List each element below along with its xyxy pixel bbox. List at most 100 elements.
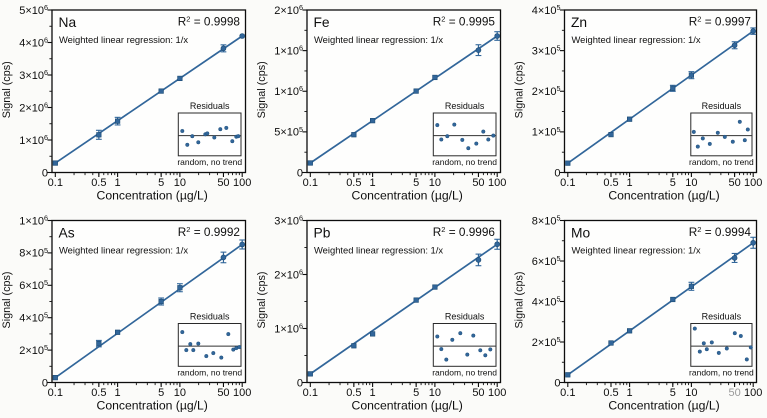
svg-text:10: 10 — [685, 387, 697, 399]
svg-text:Zn: Zn — [571, 15, 587, 30]
svg-text:R2 = 0.9992: R2 = 0.9992 — [178, 225, 240, 239]
svg-text:6×105: 6×105 — [532, 254, 561, 268]
svg-text:Mo: Mo — [571, 226, 590, 241]
svg-text:1: 1 — [115, 387, 121, 399]
svg-text:100: 100 — [488, 177, 506, 189]
svg-text:50: 50 — [472, 387, 484, 399]
svg-text:2×106: 2×106 — [274, 3, 303, 17]
svg-text:R2 = 0.9996: R2 = 0.9996 — [433, 225, 496, 239]
svg-text:Weighted linear regression: 1/: Weighted linear regression: 1/x — [59, 244, 188, 255]
svg-text:Signal (cps): Signal (cps) — [1, 61, 13, 118]
svg-text:0.5: 0.5 — [603, 387, 618, 399]
svg-text:1: 1 — [627, 177, 633, 189]
svg-text:6×105: 6×105 — [19, 278, 48, 292]
svg-text:Residuals: Residuals — [702, 312, 742, 322]
svg-text:0: 0 — [42, 167, 48, 179]
svg-text:100: 100 — [744, 177, 762, 189]
svg-text:4×105: 4×105 — [532, 294, 561, 308]
svg-text:1×105: 1×105 — [532, 125, 561, 139]
svg-text:Na: Na — [59, 15, 77, 30]
svg-text:5: 5 — [158, 177, 164, 189]
svg-text:Residuals: Residuals — [190, 312, 230, 322]
svg-text:10: 10 — [429, 387, 441, 399]
svg-text:Signal (cps): Signal (cps) — [514, 271, 526, 328]
svg-text:50: 50 — [217, 387, 229, 399]
svg-text:random, no trend: random, no trend — [689, 368, 754, 378]
svg-text:50: 50 — [728, 387, 740, 399]
svg-text:2×106: 2×106 — [19, 100, 48, 114]
svg-text:5: 5 — [670, 177, 676, 189]
svg-text:R2 = 0.9998: R2 = 0.9998 — [178, 15, 241, 29]
svg-text:Residuals: Residuals — [445, 101, 485, 111]
svg-text:Weighted linear regression: 1/: Weighted linear regression: 1/x — [314, 34, 443, 45]
svg-text:R2 = 0.9997: R2 = 0.9997 — [689, 15, 751, 29]
svg-text:2×105: 2×105 — [532, 335, 561, 349]
svg-text:Residuals: Residuals — [702, 101, 742, 111]
svg-text:5: 5 — [413, 387, 419, 399]
svg-text:8×105: 8×105 — [19, 246, 48, 260]
svg-text:4×105: 4×105 — [532, 3, 561, 17]
svg-text:Weighted linear regression: 1/: Weighted linear regression: 1/x — [572, 34, 701, 45]
svg-text:random, no trend: random, no trend — [177, 157, 242, 167]
svg-text:5: 5 — [670, 387, 676, 399]
svg-text:1: 1 — [627, 387, 633, 399]
svg-text:0.5: 0.5 — [91, 177, 106, 189]
svg-text:0: 0 — [297, 377, 303, 389]
svg-text:0.5: 0.5 — [91, 387, 106, 399]
svg-text:50: 50 — [217, 177, 229, 189]
svg-text:100: 100 — [488, 387, 506, 399]
svg-text:random, no trend: random, no trend — [432, 157, 497, 167]
svg-text:1×106: 1×106 — [19, 213, 48, 227]
svg-text:0.1: 0.1 — [303, 387, 318, 399]
svg-text:Pb: Pb — [314, 226, 331, 241]
svg-text:R2 = 0.9995: R2 = 0.9995 — [433, 15, 496, 29]
svg-text:5×105: 5×105 — [274, 125, 303, 139]
svg-text:Weighted linear regression: 1/: Weighted linear regression: 1/x — [572, 244, 701, 255]
svg-text:2×105: 2×105 — [19, 343, 48, 357]
svg-text:Fe: Fe — [314, 15, 330, 30]
svg-text:0: 0 — [554, 167, 560, 179]
svg-text:1×106: 1×106 — [274, 44, 303, 58]
svg-text:1×106: 1×106 — [19, 133, 48, 147]
svg-text:1: 1 — [370, 177, 376, 189]
svg-text:2×105: 2×105 — [532, 84, 561, 98]
svg-text:10: 10 — [429, 177, 441, 189]
svg-text:100: 100 — [233, 387, 251, 399]
svg-text:Signal (cps): Signal (cps) — [256, 61, 268, 118]
svg-text:0.5: 0.5 — [346, 387, 361, 399]
svg-text:0.5: 0.5 — [603, 177, 618, 189]
svg-text:Concentration (µg/L): Concentration (µg/L) — [97, 399, 208, 413]
svg-text:As: As — [59, 226, 75, 241]
svg-text:Signal (cps): Signal (cps) — [256, 271, 268, 328]
svg-text:Weighted linear regression: 1/: Weighted linear regression: 1/x — [314, 244, 443, 255]
svg-text:0: 0 — [554, 377, 560, 389]
svg-text:5: 5 — [158, 387, 164, 399]
svg-text:10: 10 — [685, 177, 697, 189]
svg-text:random, no trend: random, no trend — [689, 157, 754, 167]
svg-text:0.1: 0.1 — [560, 177, 575, 189]
svg-text:100: 100 — [233, 177, 251, 189]
svg-text:random, no trend: random, no trend — [177, 368, 242, 378]
svg-text:0: 0 — [42, 377, 48, 389]
svg-text:Signal (cps): Signal (cps) — [514, 61, 526, 118]
svg-text:50: 50 — [728, 177, 740, 189]
svg-text:2×106: 2×106 — [274, 267, 303, 281]
svg-text:3×105: 3×105 — [532, 44, 561, 58]
svg-text:5×106: 5×106 — [19, 3, 48, 17]
svg-text:Concentration (µg/L): Concentration (µg/L) — [97, 189, 208, 203]
svg-text:100: 100 — [744, 387, 762, 399]
svg-text:0: 0 — [297, 167, 303, 179]
svg-text:Residuals: Residuals — [445, 312, 485, 322]
svg-text:random, no trend: random, no trend — [432, 368, 497, 378]
svg-text:0.1: 0.1 — [48, 177, 63, 189]
svg-text:1×106: 1×106 — [274, 321, 303, 335]
svg-text:10: 10 — [174, 387, 186, 399]
svg-text:0.1: 0.1 — [303, 177, 318, 189]
svg-text:R2 = 0.9994: R2 = 0.9994 — [689, 225, 752, 239]
svg-text:4×105: 4×105 — [19, 311, 48, 325]
svg-text:0.1: 0.1 — [560, 387, 575, 399]
svg-text:Residuals: Residuals — [190, 101, 230, 111]
svg-text:0.1: 0.1 — [48, 387, 63, 399]
svg-text:8×105: 8×105 — [532, 213, 561, 227]
svg-text:50: 50 — [472, 177, 484, 189]
